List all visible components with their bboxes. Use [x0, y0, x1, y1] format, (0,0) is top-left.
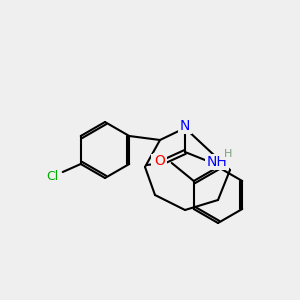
Text: Cl: Cl: [46, 169, 59, 182]
Text: NH: NH: [207, 155, 227, 169]
Text: N: N: [180, 119, 190, 133]
Text: H: H: [224, 149, 232, 159]
Text: O: O: [153, 155, 164, 169]
Text: O: O: [154, 154, 165, 168]
